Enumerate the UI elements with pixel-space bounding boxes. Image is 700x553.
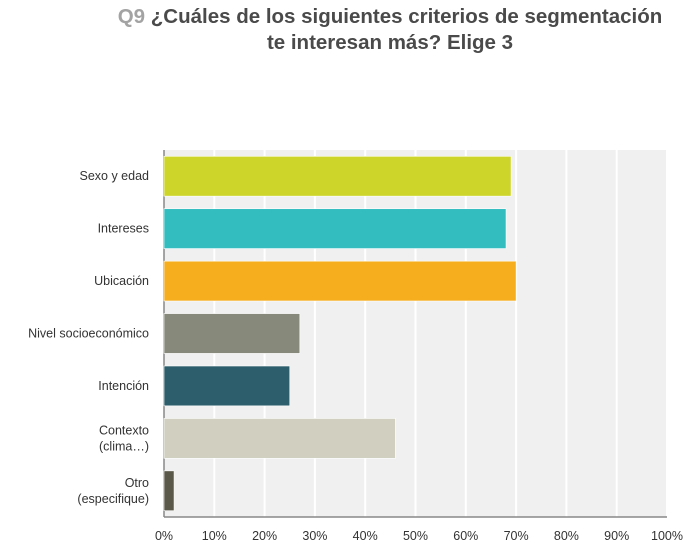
x-tick-label: 30% [302, 529, 327, 543]
bar [163, 313, 301, 354]
x-tick-label: 100% [651, 529, 683, 543]
bar [163, 208, 507, 249]
bar [163, 418, 396, 459]
question-number: Q9 [117, 5, 146, 28]
x-tick-label: 70% [504, 529, 529, 543]
category-label: (especifique) [77, 492, 149, 506]
category-label: Intereses [98, 222, 149, 236]
bar [163, 470, 175, 512]
chart-title: Q9 ¿Cuáles de los siguientes criterios d… [80, 4, 700, 56]
category-label: (clima…) [99, 439, 149, 453]
category-label: Sexo y edad [80, 169, 150, 183]
x-tick-label: 0% [155, 529, 173, 543]
x-tick-label: 20% [252, 529, 277, 543]
x-tick-label: 60% [453, 529, 478, 543]
category-label: Intención [98, 379, 149, 393]
bar [163, 155, 512, 197]
x-tick-label: 50% [403, 529, 428, 543]
x-tick-label: 80% [554, 529, 579, 543]
bar [163, 260, 517, 302]
category-label: Otro [125, 476, 149, 490]
bar [163, 365, 291, 407]
x-tick-label: 40% [353, 529, 378, 543]
x-tick-label: 90% [604, 529, 629, 543]
x-tick-label: 10% [202, 529, 227, 543]
title-line-2: te interesan más? Elige 3 [266, 31, 514, 54]
category-label: Contexto [99, 423, 149, 437]
title-line-1: ¿Cuáles de los siguientes criterios de s… [150, 5, 663, 28]
category-label: Ubicación [94, 274, 149, 288]
category-label: Nivel socioeconómico [28, 327, 149, 341]
